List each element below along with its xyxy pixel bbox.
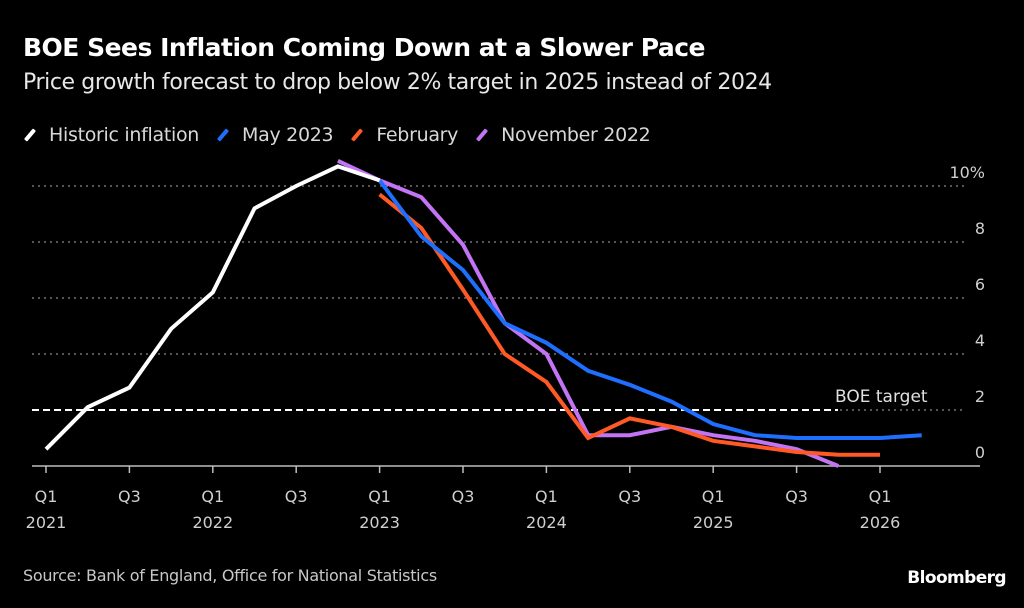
x-tick-label-year: 2021 [26,513,67,532]
y-axis-labels: 0 2 4 6 8 10% [949,163,985,462]
target-line-group: BOE target [32,387,928,411]
y-tick-label: 8 [975,219,985,238]
x-axis-labels: Q1 2021 Q3 Q1 2022 Q3 Q1 2023 Q3 Q1 2024 Q3 Q1 2025 Q3… [26,487,901,532]
source-note: Source: Bank of England, Office for Nati… [23,566,437,585]
x-tick-label-quarter: Q1 [702,487,725,506]
x-tick-label-quarter: Q3 [785,487,808,506]
x-tick-label-quarter: Q1 [368,487,391,506]
x-tick-label-quarter: Q3 [452,487,475,506]
y-tick-label: 0 [975,443,985,462]
november-2022-forecast-line [337,158,840,468]
y-tick-label: 2 [975,387,985,406]
legend-item-may-2023: May 2023 [216,124,334,146]
y-tick-label: 10% [949,163,985,182]
x-tick-label-year: 2025 [693,513,734,532]
legend-label: May 2023 [242,124,334,146]
x-tick-label-quarter: Q1 [201,487,224,506]
x-tick-label-quarter: Q3 [118,487,141,506]
x-tick-label-year: 2024 [526,513,567,532]
x-tick-label-quarter: Q3 [618,487,641,506]
may-2023-forecast-line [377,179,922,440]
february-forecast-line [378,192,880,457]
legend-item-november-2022: November 2022 [475,124,651,146]
x-tick-label-year: 2023 [359,513,400,532]
y-tick-label: 6 [975,275,985,294]
legend-item-february: February [350,124,458,146]
legend-label: November 2022 [501,124,651,146]
x-tick-label-quarter: Q3 [285,487,308,506]
legend-item-historic: Historic inflation [23,124,199,146]
gridlines [32,185,965,411]
x-tick-label-year: 2026 [860,513,901,532]
x-axis [32,465,980,473]
x-tick-label-quarter: Q1 [35,487,58,506]
legend-label: Historic inflation [49,124,200,146]
bloomberg-logo: Bloomberg [907,568,1006,588]
boe-target-label: BOE target [835,387,928,407]
legend-label: February [376,124,459,146]
chart-subtitle: Price growth forecast to drop below 2% t… [23,70,772,95]
legend: Historic inflation May 2023 February Nov… [23,124,667,146]
historic-inflation-line [44,164,381,451]
y-tick-label: 4 [975,331,985,350]
x-tick-label-quarter: Q1 [869,487,892,506]
series-lines [44,158,922,468]
x-tick-label-year: 2022 [192,513,233,532]
x-tick-label-quarter: Q1 [535,487,558,506]
chart-title: BOE Sees Inflation Coming Down at a Slow… [23,33,706,62]
